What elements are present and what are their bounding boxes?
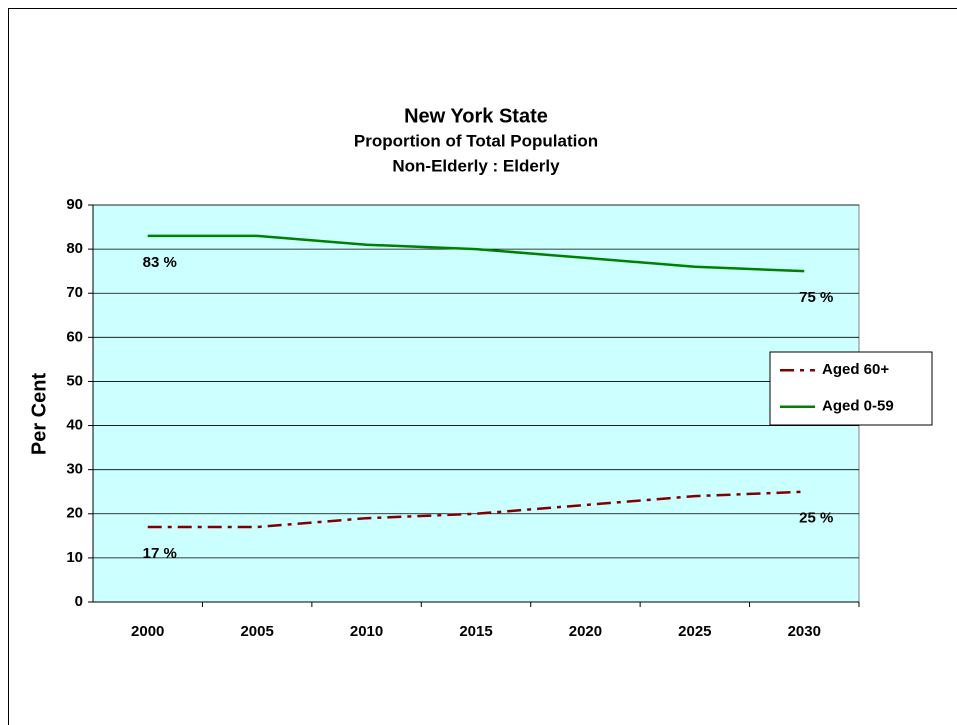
y-tick-label: 60 <box>66 328 83 345</box>
y-tick-label: 0 <box>75 593 83 610</box>
legend-label: Aged 0-59 <box>822 398 894 415</box>
data-label: 75 % <box>799 289 833 306</box>
legend-label: Aged 60+ <box>822 361 889 378</box>
x-tick-label: 2015 <box>459 623 492 640</box>
y-axis-label: Per Cent <box>28 373 50 456</box>
chart-border <box>8 8 957 725</box>
plot-area <box>92 204 860 603</box>
y-tick-label: 10 <box>66 549 83 566</box>
legend-box <box>769 351 933 426</box>
x-tick-label: 2025 <box>678 623 711 640</box>
series-line <box>147 234 805 273</box>
y-tick-label: 30 <box>66 461 83 478</box>
series-line <box>147 490 805 529</box>
x-tick-label: 2020 <box>569 623 602 640</box>
x-tick-label: 2000 <box>131 623 164 640</box>
y-tick-label: 80 <box>66 240 83 257</box>
chart-title: New York State <box>404 105 548 127</box>
chart-subtitle: Non-Elderly : Elderly <box>392 156 560 175</box>
data-label: 83 % <box>143 254 177 271</box>
x-tick-label: 2010 <box>350 623 383 640</box>
y-tick-label: 70 <box>66 284 83 301</box>
x-tick-label: 2030 <box>788 623 821 640</box>
x-tick-label: 2005 <box>240 623 273 640</box>
chart-subtitle: Proportion of Total Population <box>354 131 598 150</box>
data-label: 17 % <box>143 545 177 562</box>
y-tick-label: 20 <box>66 505 83 522</box>
data-label: 25 % <box>799 510 833 527</box>
y-tick-label: 40 <box>66 417 83 434</box>
y-tick-label: 90 <box>66 196 83 213</box>
y-tick-label: 50 <box>66 372 83 389</box>
